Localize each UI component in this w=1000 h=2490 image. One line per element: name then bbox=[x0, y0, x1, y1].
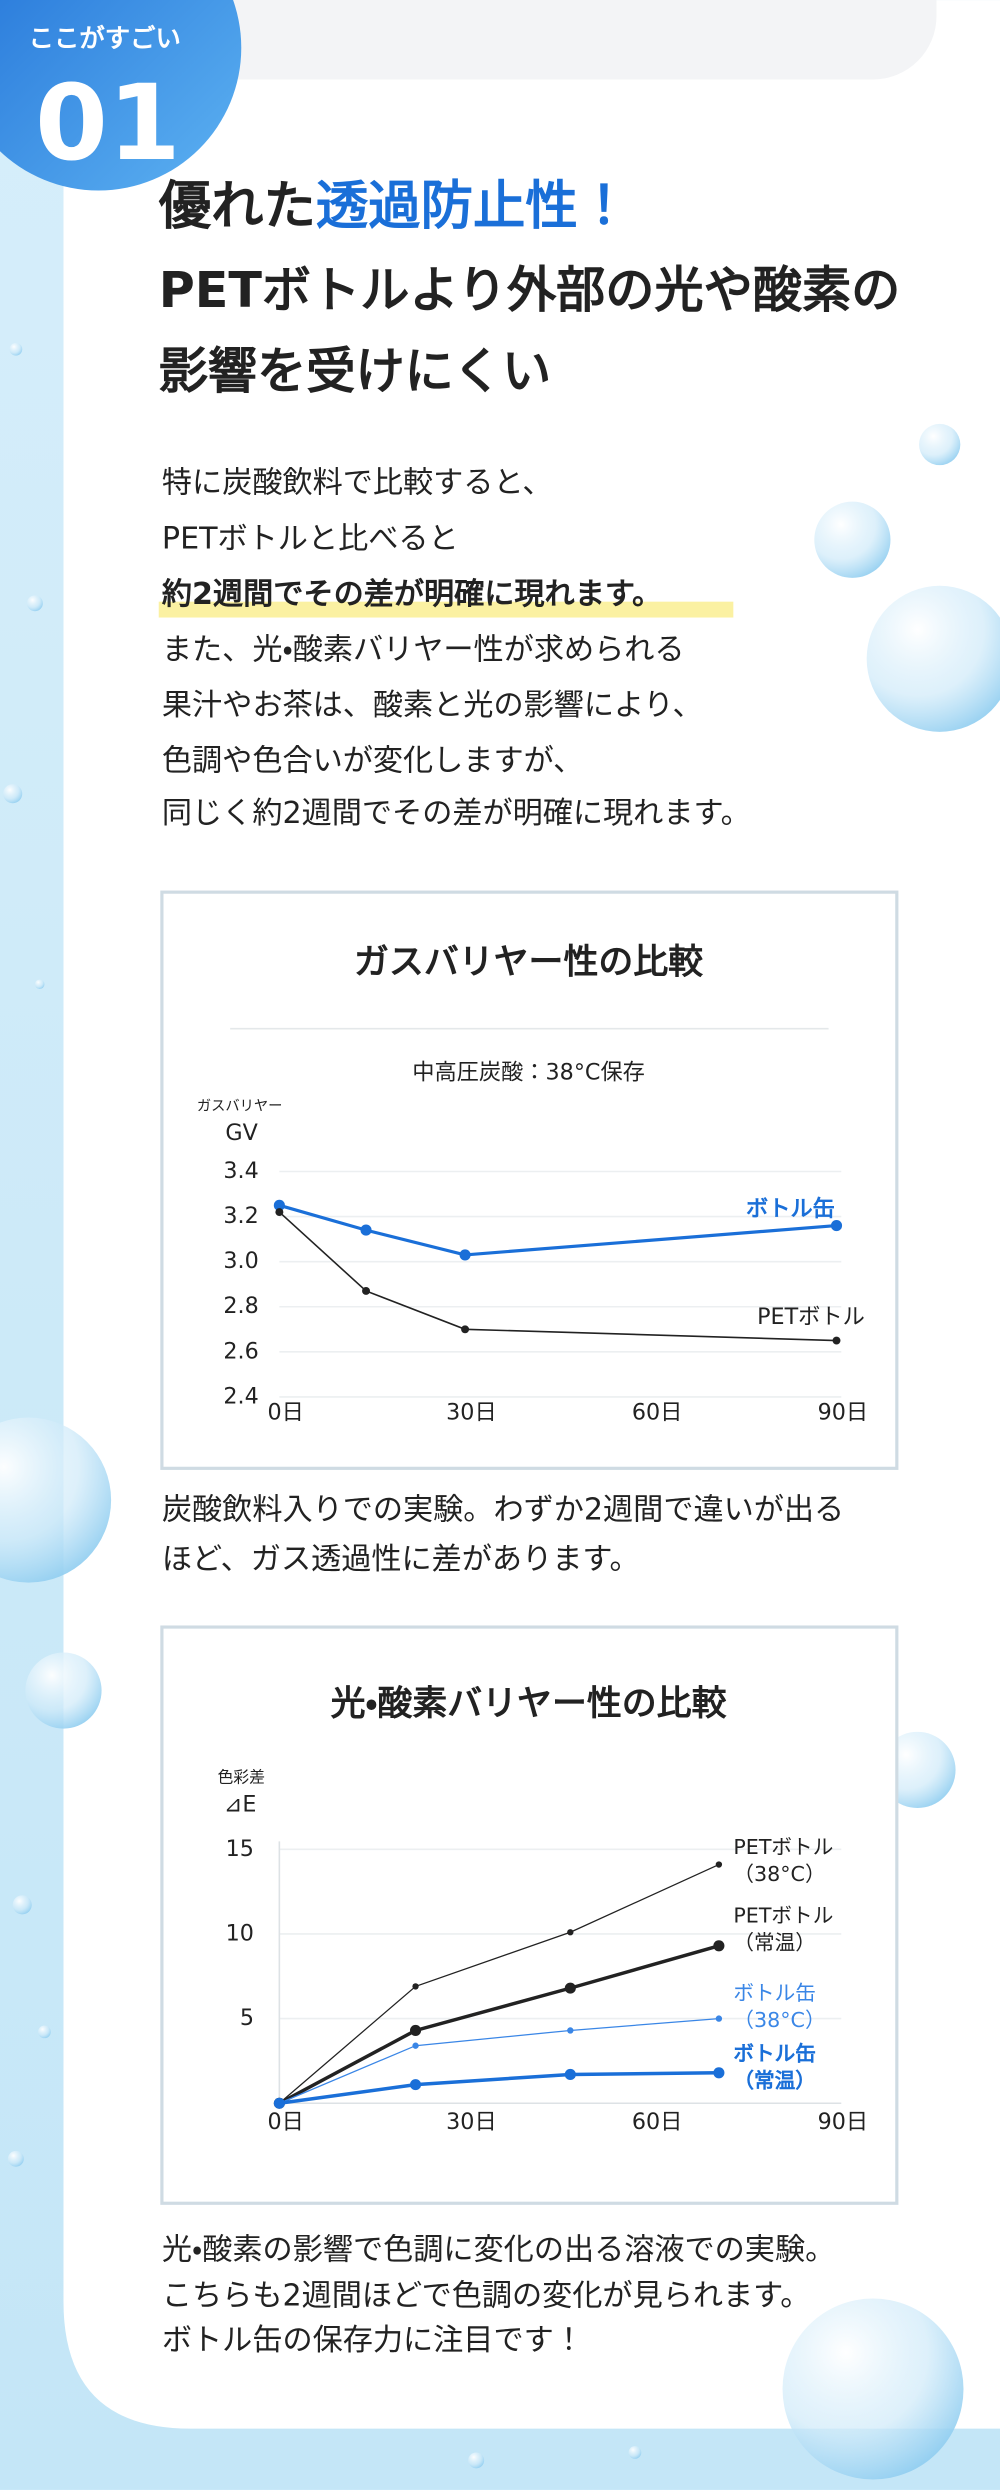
y-tick-label: 2.8 bbox=[223, 1293, 258, 1319]
series-label: PETボトル （常温） bbox=[733, 1904, 834, 1956]
y-tick-label: 5 bbox=[240, 2005, 254, 2031]
data-point bbox=[362, 1287, 370, 1295]
series-line bbox=[278, 1944, 720, 2105]
y-tick-label: 15 bbox=[226, 1836, 254, 1862]
caption-line: ボトル缶の保存力に注目です！ bbox=[162, 2323, 584, 2358]
highlight bbox=[158, 601, 734, 618]
body-line-bold: 約2週間でその差が明確に現れます。 bbox=[162, 576, 662, 612]
body-line: 色調や色合いが変化しますが、 bbox=[162, 743, 583, 778]
y-tick-label: 2.6 bbox=[223, 1338, 258, 1364]
data-point bbox=[461, 1325, 470, 1334]
body-line: また、光・酸素バリヤー性が求められる bbox=[162, 632, 685, 667]
chart-box bbox=[160, 890, 899, 1470]
x-tick-label: 30日 bbox=[446, 2109, 497, 2135]
series-label: ボトル缶 bbox=[746, 1195, 835, 1222]
data-point bbox=[832, 1336, 841, 1345]
x-tick-label: 90日 bbox=[818, 2109, 869, 2135]
series-line bbox=[278, 1203, 837, 1257]
badge bbox=[0, 0, 242, 191]
caption-line: こちらも2週間ほどで色調の変化が見られます。 bbox=[162, 2278, 811, 2313]
data-point bbox=[715, 2015, 723, 2022]
series-label-box: PETボトル （常温） bbox=[733, 1904, 834, 1956]
caption-line: 光・酸素の影響で色調に変化の出る溶液での実験。 bbox=[162, 2232, 835, 2267]
series-line bbox=[278, 1863, 720, 2104]
data-point bbox=[409, 2024, 422, 2037]
series-line bbox=[279, 2071, 719, 2105]
data-point bbox=[567, 2027, 574, 2034]
series-label: ボトル缶 （常温） bbox=[733, 2042, 816, 2094]
y-axis-label: ⊿E bbox=[224, 1791, 257, 1817]
series-line bbox=[279, 2017, 719, 2104]
data-point bbox=[273, 1199, 285, 1211]
body-line: 同じく約2週間でその差が明確に現れます。 bbox=[162, 796, 751, 831]
data-point bbox=[567, 1929, 574, 1936]
x-tick-label: 90日 bbox=[818, 1399, 869, 1425]
y-tick-label: 2.4 bbox=[223, 1383, 258, 1409]
data-point bbox=[564, 1982, 576, 1994]
series-label: PETボトル bbox=[757, 1304, 865, 1330]
y-tick-label: 3.4 bbox=[223, 1158, 258, 1184]
data-point bbox=[713, 1940, 725, 1952]
series-label-box: ボトル缶 （常温） bbox=[733, 2042, 816, 2094]
data-point bbox=[412, 1983, 419, 1990]
badge-label: ここがすごい bbox=[29, 23, 181, 53]
series-line bbox=[278, 1211, 837, 1342]
caption-line: 炭酸飲料入りでの実験。わずか2週間で違いが出る bbox=[162, 1493, 844, 1528]
caption-line: ほど、ガス透過性に差があります。 bbox=[162, 1542, 640, 1577]
y-tick-label: 3.0 bbox=[223, 1248, 258, 1274]
x-tick-label: 0日 bbox=[268, 1399, 304, 1425]
heading-line: PETボトルより外部の光や酸素の bbox=[159, 261, 901, 319]
y-axis-caption: ガスバリヤー bbox=[197, 1097, 283, 1114]
data-point bbox=[830, 1220, 843, 1232]
badge-number: 01 bbox=[35, 62, 181, 184]
data-point bbox=[360, 1224, 372, 1236]
captions: 炭酸飲料入りでの実験。わずか2週間で違いが出る ほど、ガス透過性に差があります。… bbox=[162, 1493, 844, 2358]
data-point bbox=[273, 2097, 285, 2109]
data-point bbox=[459, 1249, 471, 1261]
y-axis-label: GV bbox=[225, 1120, 258, 1146]
data-point bbox=[715, 1861, 723, 1868]
x-tick-label: 60日 bbox=[632, 1399, 683, 1425]
y-axis-caption: 色彩差 bbox=[217, 1767, 265, 1786]
x-tick-label: 60日 bbox=[632, 2109, 683, 2135]
x-tick-label: 0日 bbox=[268, 2109, 304, 2135]
heading-line: 影響を受けにくい bbox=[159, 342, 552, 400]
body-line: 特に炭酸飲料で比較すると、 bbox=[162, 466, 553, 501]
data-point bbox=[409, 2079, 422, 2091]
data-point bbox=[412, 2042, 419, 2049]
chart-box bbox=[160, 1625, 899, 2205]
x-tick-label: 30日 bbox=[446, 1399, 497, 1425]
data-point bbox=[275, 1208, 284, 1217]
heading-accent: 透過防止性！ bbox=[316, 176, 630, 237]
series-label-box: ボトル缶 （38°C） bbox=[733, 1982, 826, 2034]
chart-title: 光・酸素バリヤー性の比較 bbox=[331, 1684, 728, 1724]
heading-line: 優れた透過防止性！ bbox=[158, 176, 630, 237]
series-label-box: PETボトル （38°C） bbox=[733, 1836, 834, 1888]
data-point bbox=[564, 2068, 576, 2081]
top-card bbox=[158, 0, 937, 80]
body-line: PETボトルと比べると bbox=[162, 521, 459, 556]
series-label: ボトル缶 （38°C） bbox=[733, 1982, 826, 2034]
y-tick-label: 10 bbox=[226, 1920, 254, 1946]
y-tick-label: 3.2 bbox=[223, 1203, 258, 1229]
body-line: 果汁やお茶は、酸素と光の影響により、 bbox=[162, 688, 703, 723]
heading-plain: 優れた bbox=[158, 176, 316, 237]
body-text: 特に炭酸飲料で比較すると、 PETボトルと比べると 約2週間でその差が明確に現れ… bbox=[162, 466, 751, 831]
chart-subtitle: 中高圧炭酸：38°C保存 bbox=[412, 1060, 645, 1086]
chart-title: ガスバリヤー性の比較 bbox=[354, 943, 704, 983]
data-point bbox=[713, 2067, 725, 2079]
series-label: PETボトル （38°C） bbox=[733, 1836, 834, 1888]
